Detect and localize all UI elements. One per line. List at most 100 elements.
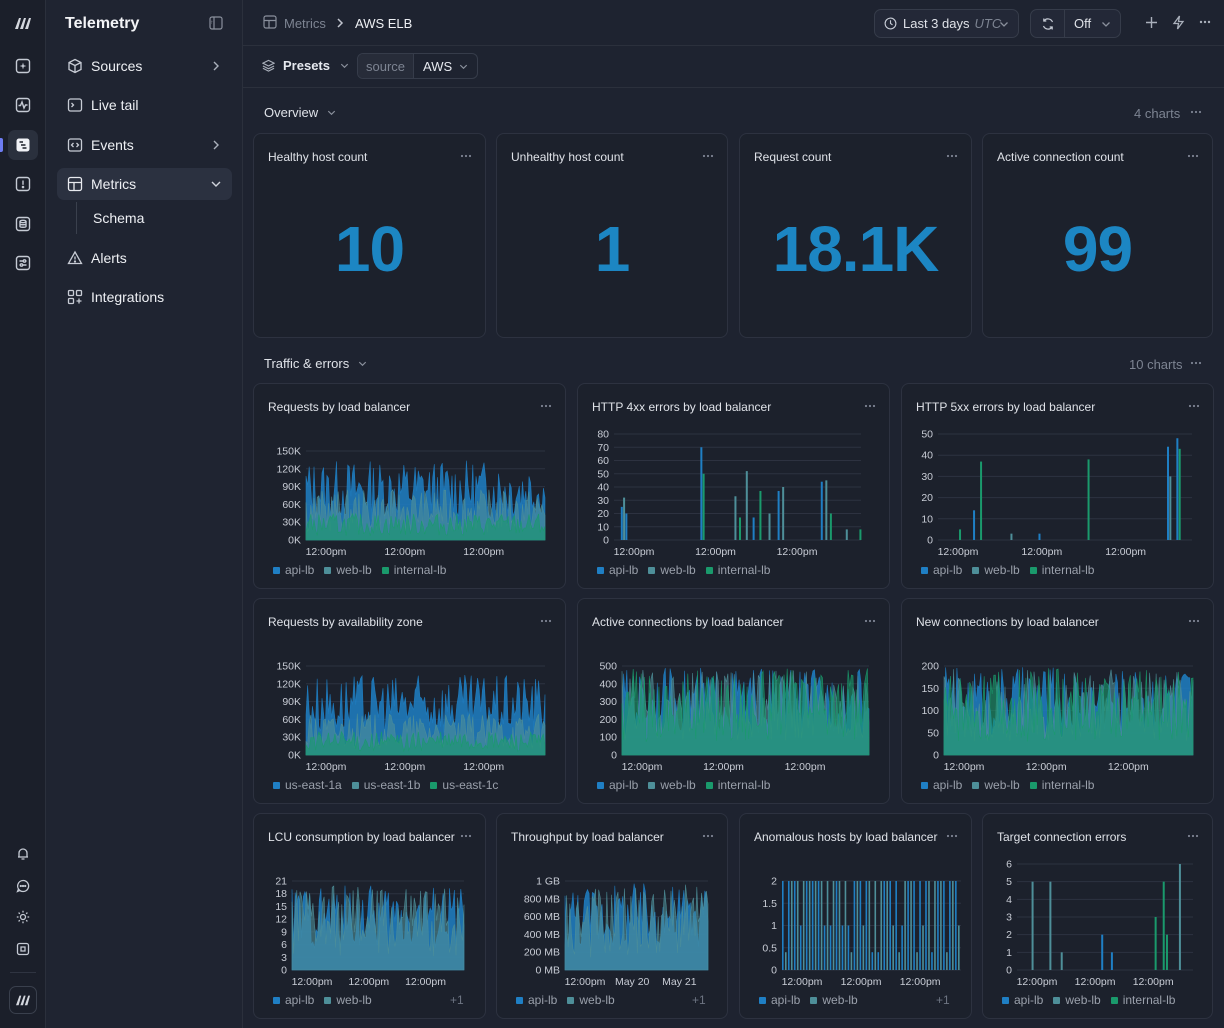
chart-menu-icon[interactable] (540, 404, 552, 408)
bar (937, 881, 939, 970)
chart-menu-icon[interactable] (460, 834, 472, 838)
bell-icon[interactable] (8, 839, 38, 869)
legend-item[interactable]: api-lb (597, 563, 638, 577)
more-options-icon[interactable] (1199, 20, 1211, 24)
legend-more[interactable]: +1 (936, 993, 950, 1007)
card-menu-icon[interactable] (946, 154, 958, 158)
add-icon[interactable] (1145, 16, 1158, 29)
chart-menu-icon[interactable] (1188, 404, 1200, 408)
legend-item[interactable]: us-east-1c (430, 778, 498, 792)
time-range-picker[interactable]: Last 3 days UTC (874, 9, 1019, 38)
x-tick-label: 12:00pm (306, 761, 347, 773)
theme-sun-icon[interactable] (8, 902, 38, 932)
y-tick-label: 9 (281, 926, 287, 938)
legend-item[interactable]: us-east-1b (351, 778, 421, 792)
legend-label: web-lb (822, 993, 858, 1007)
legend-item[interactable]: web-lb (324, 563, 372, 577)
legend-item[interactable]: api-lb (273, 993, 314, 1007)
legend-item[interactable]: api-lb (273, 563, 314, 577)
legend-more[interactable]: +1 (450, 993, 464, 1007)
chart-menu-icon[interactable] (1187, 834, 1199, 838)
legend-more[interactable]: +1 (692, 993, 706, 1007)
rail-divider (10, 972, 36, 973)
legend-item[interactable]: internal-lb (705, 563, 770, 577)
sidebar-item-label: Events (91, 137, 134, 153)
overview-section-toggle[interactable]: Overview (264, 105, 337, 120)
auto-refresh-control[interactable]: Off (1030, 9, 1121, 38)
chart-menu-icon[interactable] (1188, 619, 1200, 623)
settings-sliders-icon[interactable] (8, 248, 38, 278)
legend-item[interactable]: web-lb (648, 563, 696, 577)
command-icon[interactable] (8, 934, 38, 964)
legend-item[interactable]: us-east-1a (273, 778, 342, 792)
sidebar-item-label: Integrations (91, 289, 165, 305)
y-tick-label: 18 (275, 888, 287, 900)
chart-plot: 0 50 100 150 200 12:00pm 12:00pm 12:00pm (921, 661, 1194, 773)
sidebar-item-live-tail[interactable]: Live tail (57, 89, 232, 121)
legend-item[interactable]: api-lb (921, 778, 962, 792)
telemetry-icon[interactable] (8, 130, 38, 160)
y-tick-label: 80 (597, 429, 609, 441)
chart-card: Requests by load balancer 0K 30K 60K 90K 120K… (253, 383, 566, 589)
incident-icon[interactable] (8, 169, 38, 199)
logo-icon[interactable] (8, 8, 38, 38)
refresh-icon[interactable] (1031, 10, 1065, 37)
collapse-sidebar-icon[interactable] (209, 16, 225, 32)
chart-menu-icon[interactable] (540, 619, 552, 623)
legend-item[interactable]: web-lb (648, 778, 696, 792)
legend-item[interactable]: internal-lb (1029, 563, 1094, 577)
chat-icon[interactable] (8, 871, 38, 901)
traffic-section-toggle[interactable]: Traffic & errors (264, 356, 368, 371)
more-options-icon[interactable] (1190, 110, 1204, 116)
legend-item[interactable]: internal-lb (381, 563, 446, 577)
legend-item[interactable]: internal-lb (1029, 778, 1094, 792)
y-tick-label: 60 (597, 455, 609, 467)
legend-item[interactable]: web-lb (567, 993, 615, 1007)
more-options-icon[interactable] (1190, 361, 1204, 367)
legend-item[interactable]: web-lb (810, 993, 858, 1007)
source-filter-chip[interactable]: source AWS (357, 53, 478, 79)
chart-title: Target connection errors (997, 830, 1127, 844)
legend-item[interactable]: internal-lb (1110, 993, 1175, 1007)
legend-label: us-east-1b (363, 778, 421, 792)
card-menu-icon[interactable] (702, 154, 714, 158)
series-area-3 (305, 512, 546, 541)
sidebar-item-metrics[interactable]: Metrics (57, 168, 232, 200)
bar (1101, 934, 1104, 970)
database-icon[interactable] (8, 209, 38, 239)
breadcrumb-parent[interactable]: Metrics (284, 16, 326, 31)
legend-item[interactable]: api-lb (921, 563, 962, 577)
legend-item[interactable]: api-lb (759, 993, 800, 1007)
rail-active-indicator (0, 138, 3, 152)
legend-item[interactable]: api-lb (1002, 993, 1043, 1007)
chart-menu-icon[interactable] (864, 404, 876, 408)
presets-dropdown[interactable]: Presets (262, 58, 350, 73)
legend-item[interactable]: web-lb (972, 563, 1020, 577)
legend-item[interactable]: api-lb (597, 778, 638, 792)
workspace-avatar[interactable] (9, 986, 37, 1014)
legend-item[interactable]: web-lb (1053, 993, 1101, 1007)
chart-menu-icon[interactable] (946, 834, 958, 838)
sidebar-item-events[interactable]: Events (57, 129, 232, 161)
sidebar-item-alerts[interactable]: Alerts (57, 242, 232, 274)
lightning-icon[interactable] (1172, 15, 1185, 30)
legend-item[interactable]: internal-lb (705, 778, 770, 792)
card-menu-icon[interactable] (460, 154, 472, 158)
chart-menu-icon[interactable] (864, 619, 876, 623)
bar (931, 952, 933, 970)
chart-menu-icon[interactable] (702, 834, 714, 838)
y-tick-label: 6 (1006, 859, 1012, 871)
legend-item[interactable]: web-lb (972, 778, 1020, 792)
ai-sparkle-icon[interactable] (8, 51, 38, 81)
legend-item[interactable]: web-lb (324, 993, 372, 1007)
sidebar-item-sources[interactable]: Sources (57, 50, 232, 82)
activity-icon[interactable] (8, 90, 38, 120)
chart-legend: api-lb web-lb (516, 993, 615, 1007)
legend-swatch (1110, 996, 1118, 1004)
legend-item[interactable]: api-lb (516, 993, 557, 1007)
sidebar-item-integrations[interactable]: Integrations (57, 281, 232, 313)
sidebar-item-schema[interactable]: Schema (84, 202, 232, 234)
y-tick-label: 0 (603, 535, 609, 547)
card-menu-icon[interactable] (1187, 154, 1199, 158)
